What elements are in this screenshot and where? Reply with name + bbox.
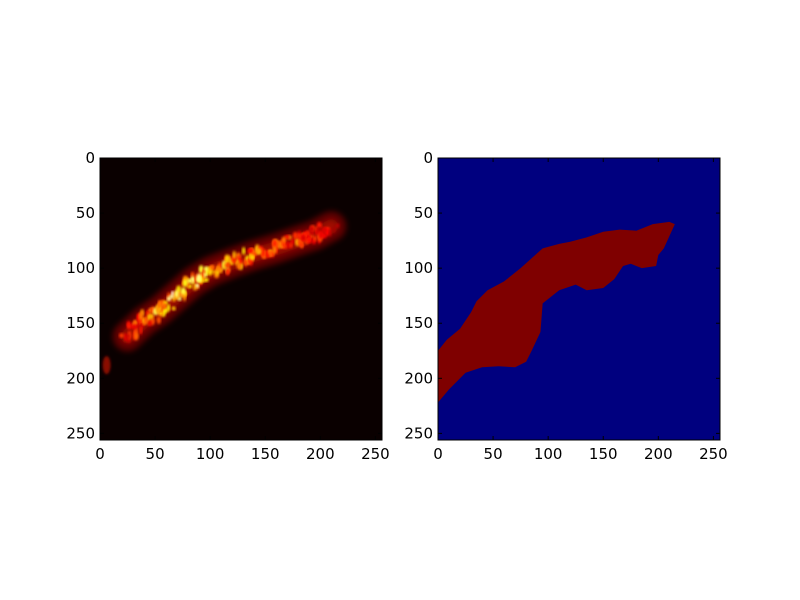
heat-speckle — [322, 227, 328, 233]
heat-speckle — [313, 235, 317, 242]
heat-speckle — [203, 277, 209, 282]
heat-speckle — [139, 326, 143, 335]
heat-speckle — [183, 279, 188, 288]
heat-speckle — [225, 262, 231, 268]
x-tick-label: 200 — [306, 445, 335, 463]
heat-speckle — [278, 240, 283, 248]
heat-speckle — [268, 250, 272, 256]
heat-speckle — [147, 320, 152, 327]
heat-speckle — [131, 324, 137, 330]
y-tick-label: 0 — [423, 149, 433, 167]
x-tick-label: 250 — [699, 445, 728, 463]
heat-speckle — [149, 313, 154, 320]
heat-speckle — [306, 236, 312, 243]
y-tick-label: 250 — [66, 424, 95, 442]
heat-speckle — [177, 296, 182, 301]
x-tick-label: 50 — [484, 445, 503, 463]
heat-speckle — [316, 221, 322, 229]
heat-speckle — [171, 306, 176, 311]
heat-speckle — [156, 316, 161, 324]
heat-speckle — [180, 287, 186, 295]
left-axes-frame — [99, 157, 383, 441]
x-tick-label: 150 — [589, 445, 618, 463]
heat-speckle — [256, 247, 262, 255]
heat-speckle — [204, 266, 209, 272]
heat-speckle — [298, 242, 305, 248]
heat-speckle — [124, 332, 127, 342]
heat-edge-blob — [102, 356, 111, 375]
heat-speckle — [309, 226, 315, 232]
heat-speckle — [198, 265, 204, 274]
heat-speckle — [335, 223, 340, 228]
left-heatmap-marks — [102, 211, 347, 375]
y-tick-label: 0 — [85, 149, 95, 167]
y-tick-label: 200 — [66, 369, 95, 387]
heat-speckle — [328, 228, 332, 237]
heat-speckle — [292, 231, 298, 240]
x-tick-label: 100 — [196, 445, 225, 463]
heat-speckle — [247, 248, 253, 254]
y-tick-label: 50 — [414, 204, 433, 222]
heat-speckle — [249, 255, 255, 260]
y-tick-label: 200 — [404, 369, 433, 387]
heat-speckle — [133, 332, 139, 341]
heat-speckle — [306, 230, 311, 237]
x-tick-label: 50 — [146, 445, 165, 463]
x-tick-label: 100 — [534, 445, 563, 463]
heat-speckle — [162, 303, 167, 310]
heat-speckle — [289, 242, 293, 249]
heat-speckle — [203, 272, 207, 278]
y-tick-label: 100 — [66, 259, 95, 277]
left-heatmap-background — [100, 158, 382, 440]
heat-speckle — [301, 234, 306, 241]
y-tick-label: 150 — [66, 314, 95, 332]
heat-speckle — [119, 333, 124, 338]
x-tick-label: 0 — [95, 445, 105, 463]
heat-speckle — [195, 283, 199, 288]
heat-speckle — [243, 258, 249, 267]
heat-speckle — [126, 334, 130, 339]
x-tick-label: 250 — [361, 445, 390, 463]
heat-speckle — [174, 289, 179, 298]
heat-speckle — [332, 225, 336, 233]
heat-speckle — [196, 273, 202, 283]
heat-speckle — [271, 239, 278, 249]
x-tick-label: 0 — [433, 445, 443, 463]
y-tick-label: 250 — [404, 424, 433, 442]
heat-speckle — [294, 237, 300, 247]
x-tick-label: 150 — [251, 445, 280, 463]
heat-speckle — [242, 247, 246, 255]
heat-speckle — [210, 264, 215, 270]
heat-speckle — [260, 248, 266, 257]
heat-speckle — [138, 311, 144, 321]
heat-speckle — [281, 236, 287, 243]
heat-speckle — [171, 291, 174, 296]
heat-speckle — [144, 316, 148, 324]
heat-speckle — [223, 261, 226, 270]
heat-speckle — [216, 264, 220, 271]
x-tick-label: 200 — [644, 445, 673, 463]
right-axes-frame — [437, 157, 721, 441]
heat-speckle — [232, 250, 236, 259]
y-tick-label: 150 — [404, 314, 433, 332]
heat-speckle — [225, 268, 230, 276]
heat-speckle — [169, 294, 175, 299]
right-mask-marks — [438, 221, 675, 403]
mask-region — [438, 221, 675, 403]
heat-speckle — [272, 246, 277, 254]
heat-speckle — [166, 303, 171, 312]
heat-speckle — [190, 276, 195, 283]
heat-speckle — [318, 230, 324, 240]
y-tick-label: 100 — [404, 259, 433, 277]
heat-speckle — [158, 299, 162, 309]
y-tick-label: 50 — [76, 204, 95, 222]
heat-speckle — [224, 254, 230, 262]
heat-speckle — [127, 323, 131, 330]
